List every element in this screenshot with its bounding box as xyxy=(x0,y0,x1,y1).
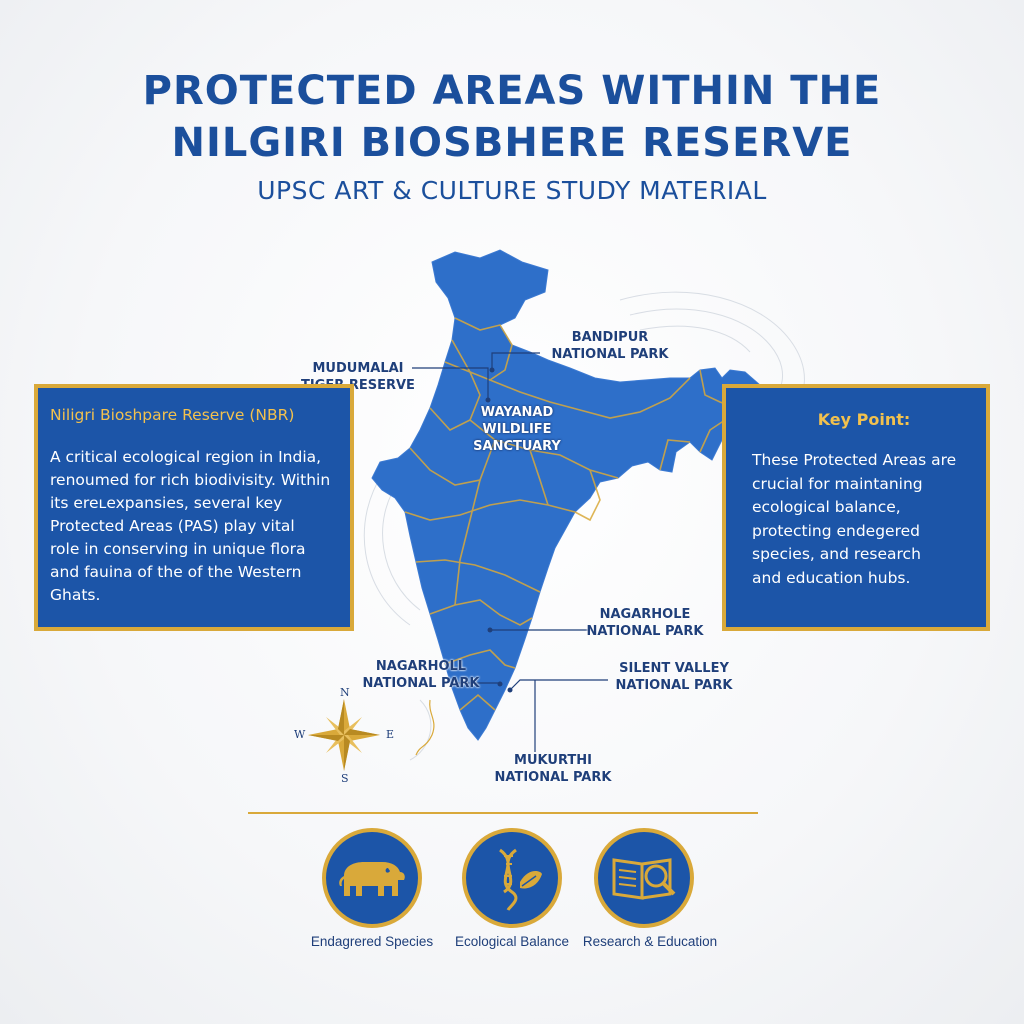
label-bandipur-line2: NATIONAL PARK xyxy=(551,347,669,362)
label-wayanad-line2: WILDLIFE xyxy=(482,422,552,437)
nbr-info-box: Niligri Bioshpare Reserve (NBR) A critic… xyxy=(34,384,354,631)
key-point-line: crucial for maintaning xyxy=(752,474,923,493)
page-title-line-1: PROTECTED AREAS WITHIN THE xyxy=(142,68,882,114)
compass-west-label: W xyxy=(294,728,306,741)
feature-label-research: Research & Education xyxy=(582,934,718,949)
feature-label-balance: Ecological Balance xyxy=(454,934,570,949)
key-point-line: ecological balance, xyxy=(752,498,901,516)
feature-label-species: Endagrered Species xyxy=(310,934,434,949)
label-wayanad-line3: SANCTUARY xyxy=(473,439,561,454)
nbr-info-body: A critical ecological region in India, r… xyxy=(50,446,340,607)
research-education-badge xyxy=(594,828,694,928)
key-point-line: species, and research xyxy=(752,545,921,563)
key-point-body: These Protected Areas are crucial for ma… xyxy=(752,449,976,590)
coast-trail xyxy=(415,699,435,756)
label-mudumalai-line1: MUDUMALAI xyxy=(312,361,404,376)
label-silent-valley-line1: SILENT VALLEY xyxy=(619,661,729,676)
nbr-info-line: role in conserving in unique flora xyxy=(50,540,306,558)
india-landmass xyxy=(371,249,761,741)
key-point-line: These Protected Areas are xyxy=(752,451,957,469)
label-nagarhole-east-line1: NAGARHOLE xyxy=(599,607,691,622)
nbr-info-line: A critical ecological region in India, xyxy=(50,448,322,466)
label-nagarhole-east-line2: NATIONAL PARK xyxy=(586,624,704,639)
state-borders xyxy=(404,317,743,711)
label-nagarhole-west: NAGARHOLL NATIONAL PARK xyxy=(356,658,486,692)
label-nagarhole-east: NAGARHOLE NATIONAL PARK xyxy=(580,606,710,640)
label-mukurthi: MUKURTHI NATIONAL PARK xyxy=(488,752,618,786)
page-title-line-2: NILGIRI BIOSBHERE RESERVE xyxy=(171,120,853,166)
key-point-line: and education hubs. xyxy=(752,568,911,587)
ecological-balance-badge xyxy=(462,828,562,928)
label-nagarhole-west-line2: NATIONAL PARK xyxy=(362,676,480,691)
compass-rose xyxy=(308,699,380,771)
nbr-info-line: its ereʟexpansies, several key xyxy=(50,494,283,512)
nbr-info-line: Ghats. xyxy=(50,586,101,604)
label-wayanad: WAYANAD WILDLIFE SANCTUARY xyxy=(462,404,572,455)
label-nagarhole-west-line1: NAGARHOLL xyxy=(375,659,467,674)
label-silent-valley-line2: NATIONAL PARK xyxy=(615,678,733,693)
key-point-line: protecting endegered xyxy=(752,521,920,540)
label-mukurthi-line1: MUKURTHI xyxy=(514,753,592,768)
compass-north-label: N xyxy=(340,686,350,699)
label-leader-lines xyxy=(412,352,608,752)
label-wayanad-line1: WAYANAD xyxy=(480,405,554,420)
nbr-info-line: Protected Areas (PAS) play vital xyxy=(50,517,295,535)
elephant-icon xyxy=(339,862,405,896)
key-point-box: Key Point: These Protected Areas are cru… xyxy=(722,384,990,631)
nbr-info-line: renoumed for rich biodivisity. Within xyxy=(50,471,331,489)
dna-leaf-icon xyxy=(499,848,542,911)
label-bandipur-line1: BANDIPUR xyxy=(571,330,649,345)
nbr-info-heading: Niligri Bioshpare Reserve (NBR) xyxy=(50,406,295,424)
nbr-info-line: and fauina of the of the Western xyxy=(50,563,302,581)
label-bandipur: BANDIPUR NATIONAL PARK xyxy=(540,329,680,363)
label-mukurthi-line2: NATIONAL PARK xyxy=(494,770,612,785)
book-magnifier-icon xyxy=(612,858,676,900)
compass-south-label: S xyxy=(341,772,349,785)
section-divider xyxy=(248,812,758,814)
park-markers xyxy=(485,367,513,693)
endangered-species-badge xyxy=(322,828,422,928)
label-silent-valley: SILENT VALLEY NATIONAL PARK xyxy=(604,660,744,694)
compass-east-label: E xyxy=(386,728,395,741)
key-point-heading: Key Point: xyxy=(817,410,911,429)
page-subtitle: UPSC ART & CULTURE STUDY MATERIAL xyxy=(257,176,767,205)
